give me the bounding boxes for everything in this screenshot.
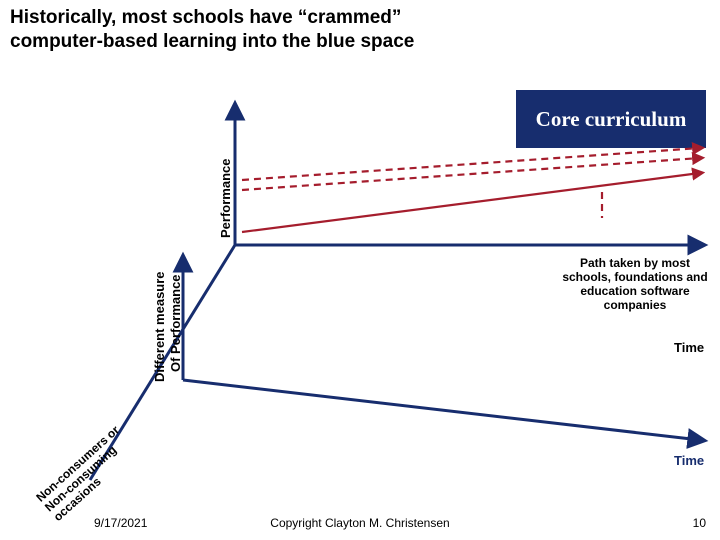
time-label-lower: Time [674,453,704,468]
y-axis-label-different-measure: Different measure [152,271,167,382]
y-axis-label-performance: Performance [218,159,233,238]
time-label-upper: Time [674,340,704,355]
y-axis-label-of-performance: Of Performance [168,274,183,372]
trajectories-group [242,148,700,232]
slide: Historically, most schools have “crammed… [0,0,720,540]
footer-page-number: 10 [693,516,706,530]
path-note: Path taken by most schools, foundations … [560,256,710,312]
footer-copyright: Copyright Clayton M. Christensen [0,516,720,530]
